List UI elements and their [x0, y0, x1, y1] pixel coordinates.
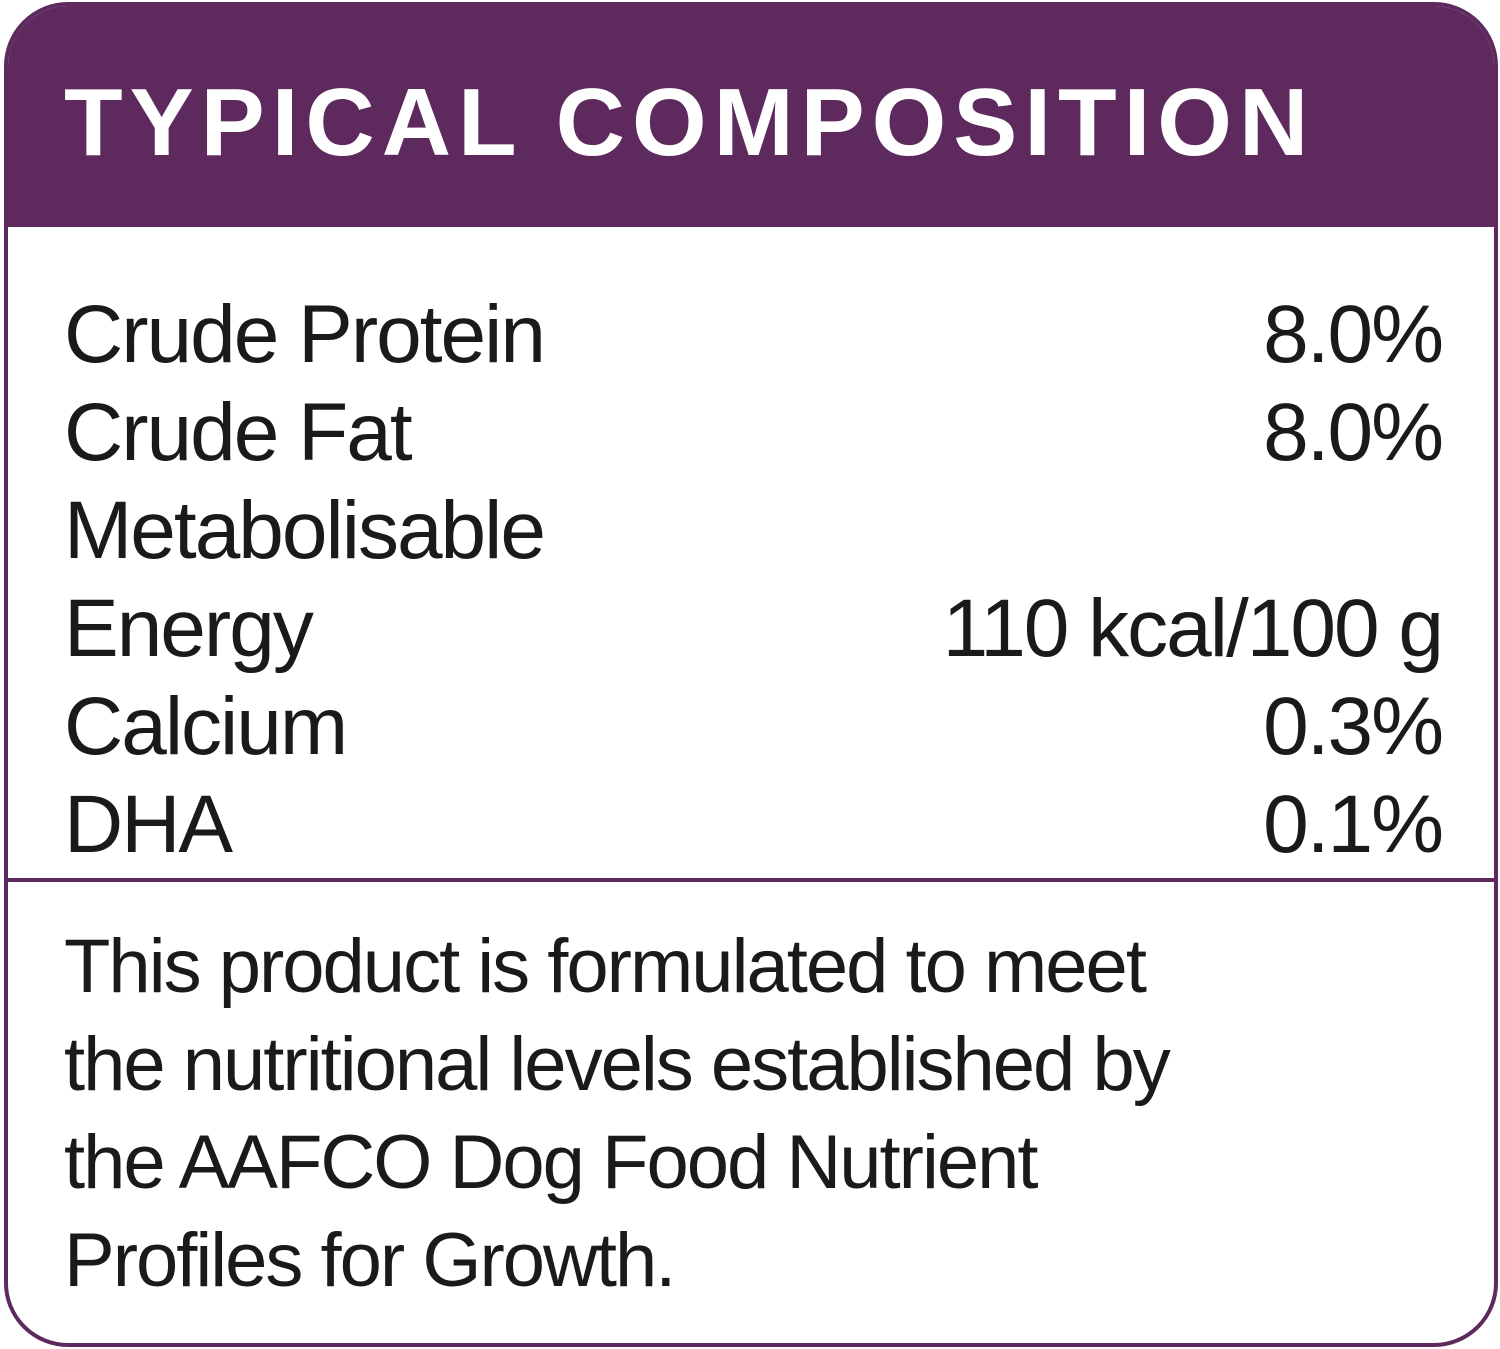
- table-row: Crude Protein 8.0%: [64, 286, 1444, 384]
- table-row: Calcium 0.3%: [64, 678, 1444, 776]
- statement-line: the AAFCO Dog Food Nutrient: [64, 1120, 1038, 1205]
- nutrient-label: DHA: [64, 779, 233, 870]
- nutrient-value: 0.1%: [1263, 779, 1444, 870]
- statement-line: the nutritional levels established by: [64, 1022, 1171, 1107]
- nutrient-value: 8.0%: [1263, 387, 1444, 478]
- nutrient-label: Crude Fat: [64, 387, 413, 478]
- table-row: DHA 0.1%: [64, 776, 1444, 874]
- composition-card: TYPICAL COMPOSITION Crude Protein 8.0% Cru…: [4, 2, 1498, 1347]
- table-row: Energy 110 kcal/100 g: [64, 580, 1444, 678]
- nutrient-label: Metabolisable: [64, 485, 546, 576]
- nutrient-value: 0.3%: [1263, 681, 1444, 772]
- nutrient-label: Crude Protein: [64, 289, 546, 380]
- header-band: TYPICAL COMPOSITION: [8, 6, 1494, 227]
- statement-line: This product is formulated to meet: [64, 924, 1147, 1009]
- statement-line: Profiles for Growth.: [64, 1218, 676, 1303]
- nutrient-label: Energy: [64, 583, 314, 674]
- nutrient-value: 8.0%: [1263, 289, 1444, 380]
- separator: [8, 878, 1494, 882]
- title: TYPICAL COMPOSITION: [64, 69, 1316, 176]
- table-row: Metabolisable: [64, 482, 1442, 580]
- nutrient-value: 110 kcal/100 g: [942, 583, 1444, 674]
- table-row: Crude Fat 8.0%: [64, 384, 1444, 482]
- nutrient-table: Crude Protein 8.0% Crude Fat 8.0% Metabolisa…: [64, 286, 1444, 874]
- nutrient-label: Calcium: [64, 681, 348, 772]
- statement: This product is formulated to meet the nu…: [64, 918, 1171, 1310]
